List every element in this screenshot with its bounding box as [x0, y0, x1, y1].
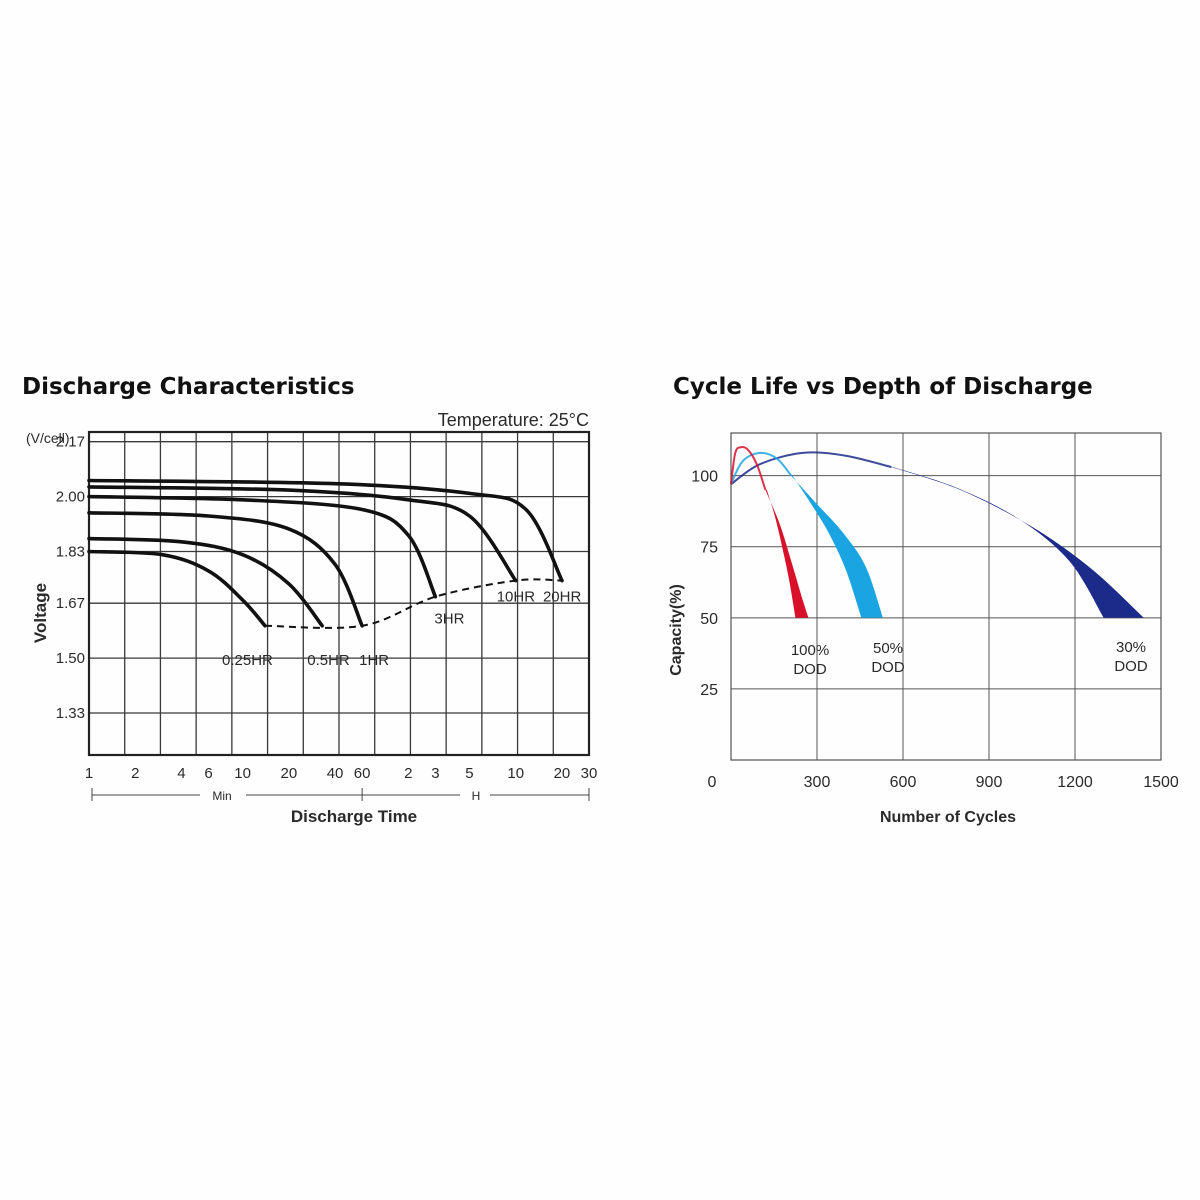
plot-frame	[87, 430, 591, 757]
discharge-curve-1hr	[87, 510, 364, 628]
y-tick-label: 1.50	[56, 650, 85, 667]
x-tick-label: 6	[204, 765, 212, 782]
end-voltage-dashed-line	[264, 578, 563, 629]
dod-label-line2: DOD	[793, 661, 827, 678]
y-axis-label: Voltage	[31, 583, 50, 643]
x-tick-label: 60	[354, 765, 371, 782]
series-label-20hr: 20HR	[543, 589, 582, 606]
y-tick-label: 50	[700, 611, 718, 628]
x-tick-label: 1200	[1057, 774, 1093, 791]
y-tick-label: 2.17	[56, 434, 85, 451]
series-label-0.5hr: 0.5HR	[307, 652, 350, 669]
cycle-life-chart: 100 75 50 25 0 300 600 900 1200 1500 Capacity(%) Nu…	[668, 432, 1179, 826]
x-tick-label: 20	[280, 765, 297, 782]
x-tick-label: 1500	[1143, 774, 1179, 791]
x-tick-label: 4	[177, 765, 185, 782]
y-tick-label: 1.67	[56, 595, 85, 612]
y-axis-label: Capacity(%)	[668, 584, 685, 676]
capacity-rise-line	[730, 451, 792, 485]
x-axis-label: Discharge Time	[291, 807, 417, 826]
x-tick-label: 30	[581, 765, 598, 782]
dod-label-line1: 30%	[1116, 639, 1146, 656]
y-tick-label: 100	[691, 469, 718, 486]
capacity-rise-line	[730, 446, 767, 491]
y-unit-label: (V/cell)	[26, 430, 70, 446]
dod-label-line1: 50%	[873, 640, 903, 657]
x-tick-label: 0	[708, 774, 717, 791]
temperature-annotation: Temperature: 25°C	[438, 410, 589, 430]
x-tick-label: 10	[507, 765, 524, 782]
series-label-10hr: 10HR	[497, 589, 536, 606]
dod-label-line2: DOD	[871, 659, 905, 676]
x-tick-label: 2	[404, 765, 412, 782]
x-tick-label: 900	[976, 774, 1003, 791]
y-tick-label: 2.00	[56, 489, 85, 506]
discharge-curve-20hr	[87, 478, 564, 583]
dod-label-line1: 100%	[791, 642, 829, 659]
discharge-curve-0.25hr	[87, 549, 267, 628]
minutes-label: Min	[212, 789, 231, 803]
x-tick-label: 3	[431, 765, 439, 782]
x-tick-label: 20	[554, 765, 571, 782]
hours-label: H	[472, 789, 481, 803]
y-tick-label: 1.83	[56, 544, 85, 561]
discharge-curve-0.5hr	[87, 536, 324, 628]
y-tick-label: 25	[700, 682, 718, 699]
series-label-3hr: 3HR	[434, 611, 464, 628]
discharge-curve-3hr	[87, 494, 438, 599]
x-tick-label: 10	[234, 765, 251, 782]
x-tick-label: 40	[327, 765, 344, 782]
x-tick-label: 600	[890, 774, 917, 791]
capacity-rise-line	[730, 451, 892, 486]
capacity-decline-band	[765, 489, 809, 618]
cycle-life-chart-title: Cycle Life vs Depth of Discharge	[673, 374, 1093, 400]
discharge-chart: 2.17 2.00 1.83 1.67 1.50 1.33 (V/cell) Voltage T…	[26, 410, 597, 826]
series-label-1hr: 1HR	[359, 652, 389, 669]
x-tick-label: 5	[465, 765, 473, 782]
plot-frame	[730, 432, 1162, 761]
x-tick-label: 2	[131, 765, 139, 782]
dod-label-line2: DOD	[1114, 658, 1148, 675]
y-tick-label: 1.33	[56, 705, 85, 722]
series-label-0.25hr: 0.25HR	[222, 652, 273, 669]
discharge-chart-title: Discharge Characteristics	[22, 374, 355, 400]
x-tick-label: 300	[804, 774, 831, 791]
discharge-curve-10hr	[87, 485, 518, 583]
x-tick-label: 1	[85, 765, 93, 782]
x-axis-label: Number of Cycles	[880, 809, 1016, 826]
y-tick-label: 75	[700, 540, 718, 557]
capacity-decline-band	[891, 467, 1144, 618]
capacity-decline-band	[791, 475, 883, 618]
